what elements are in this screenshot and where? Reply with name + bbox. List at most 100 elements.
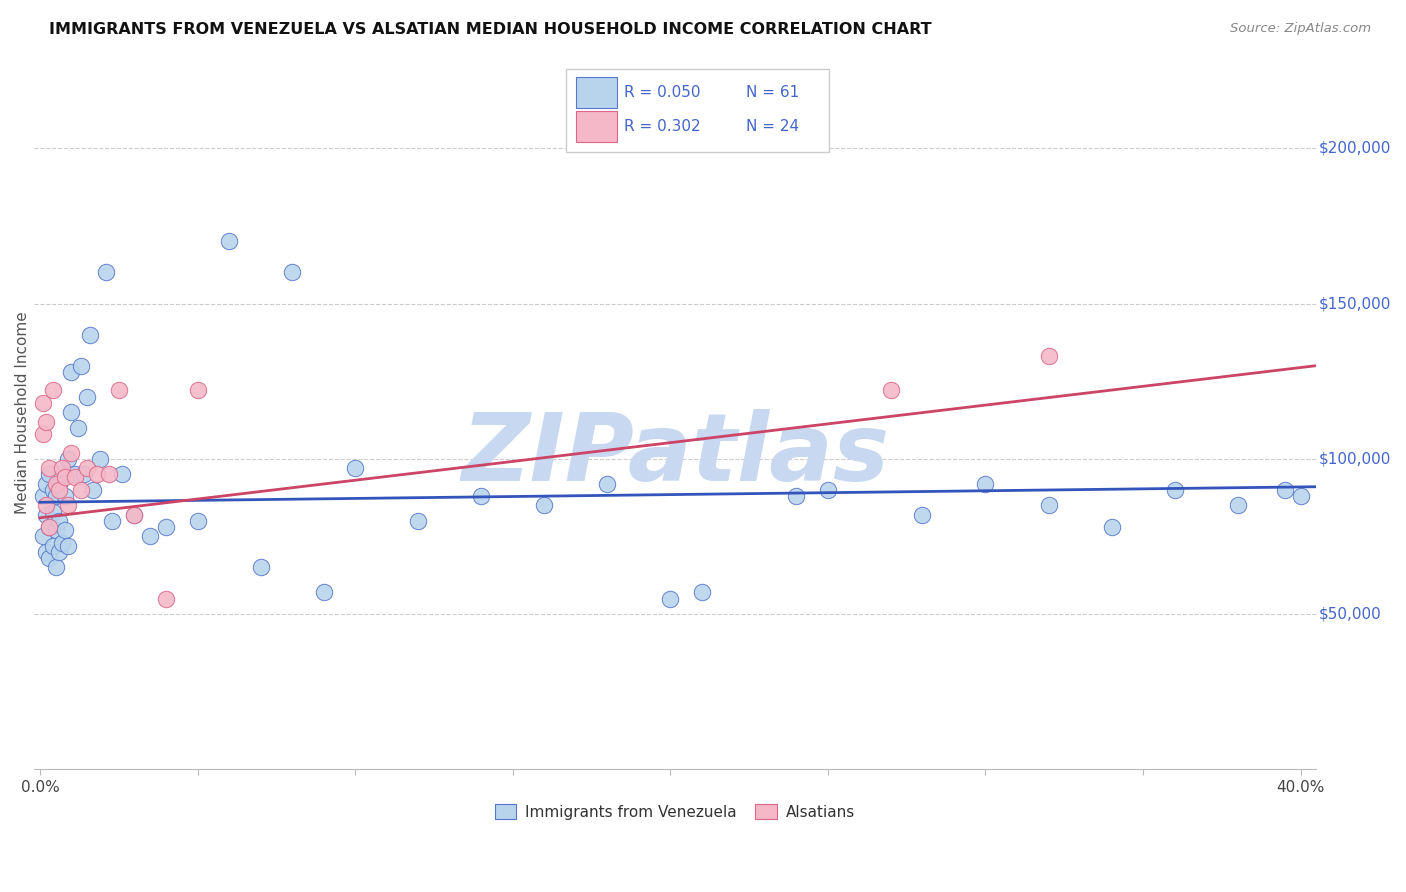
Point: [45, 476, 67, 491]
Point: [48, 476, 70, 491]
Point: [911, 508, 934, 522]
FancyBboxPatch shape: [576, 111, 617, 142]
Point: [1038, 349, 1060, 363]
Point: [1289, 489, 1312, 503]
Point: [785, 489, 807, 503]
Point: [974, 476, 997, 491]
Text: R = 0.302: R = 0.302: [624, 119, 700, 134]
Point: [32, 529, 55, 543]
Point: [32, 489, 55, 503]
Point: [63, 467, 86, 482]
Point: [249, 560, 271, 574]
Point: [32, 396, 55, 410]
Point: [35, 545, 58, 559]
Point: [35, 415, 58, 429]
Point: [38, 551, 60, 566]
Point: [218, 235, 240, 249]
Point: [281, 265, 304, 279]
Point: [139, 529, 162, 543]
Point: [38, 461, 60, 475]
Point: [41, 539, 63, 553]
Point: [94, 265, 117, 279]
Point: [38, 467, 60, 482]
Text: N = 24: N = 24: [745, 119, 799, 134]
Point: [53, 523, 76, 537]
Point: [101, 514, 124, 528]
Point: [35, 476, 58, 491]
Point: [58, 451, 80, 466]
Point: [48, 483, 70, 497]
Text: R = 0.050: R = 0.050: [624, 85, 700, 100]
Point: [58, 499, 80, 513]
Point: [63, 470, 86, 484]
Text: Source: ZipAtlas.com: Source: ZipAtlas.com: [1230, 22, 1371, 36]
Point: [51, 467, 73, 482]
Point: [880, 384, 903, 398]
Point: [58, 539, 80, 553]
Point: [155, 520, 177, 534]
Point: [79, 327, 101, 342]
Point: [86, 467, 108, 482]
FancyBboxPatch shape: [576, 77, 617, 108]
Point: [45, 523, 67, 537]
Point: [73, 467, 96, 482]
Point: [155, 591, 177, 606]
Point: [82, 483, 104, 497]
Point: [70, 359, 93, 373]
Point: [60, 445, 83, 459]
Text: $50,000: $50,000: [1319, 607, 1382, 622]
Text: IMMIGRANTS FROM VENEZUELA VS ALSATIAN MEDIAN HOUSEHOLD INCOME CORRELATION CHART: IMMIGRANTS FROM VENEZUELA VS ALSATIAN ME…: [49, 22, 932, 37]
Point: [186, 514, 208, 528]
Point: [1101, 520, 1123, 534]
Point: [35, 499, 58, 513]
Point: [817, 483, 839, 497]
Point: [60, 365, 83, 379]
Point: [312, 585, 335, 599]
Point: [107, 384, 129, 398]
Point: [70, 483, 93, 497]
Point: [533, 499, 555, 513]
Point: [89, 451, 111, 466]
Point: [60, 405, 83, 419]
Point: [690, 585, 713, 599]
Point: [35, 508, 58, 522]
Point: [48, 545, 70, 559]
Point: [76, 390, 98, 404]
Point: [51, 535, 73, 549]
Point: [470, 489, 492, 503]
Point: [41, 384, 63, 398]
Point: [38, 520, 60, 534]
Point: [66, 421, 89, 435]
FancyBboxPatch shape: [567, 70, 830, 152]
Text: ZIPatlas: ZIPatlas: [461, 409, 889, 501]
Point: [124, 508, 146, 522]
Text: $100,000: $100,000: [1319, 451, 1392, 467]
Point: [76, 461, 98, 475]
Legend: Immigrants from Venezuela, Alsatians: Immigrants from Venezuela, Alsatians: [489, 798, 862, 826]
Point: [53, 489, 76, 503]
Point: [186, 384, 208, 398]
Point: [406, 514, 429, 528]
Point: [51, 461, 73, 475]
Point: [98, 467, 121, 482]
Point: [596, 476, 619, 491]
Text: $150,000: $150,000: [1319, 296, 1392, 311]
Point: [41, 505, 63, 519]
Text: N = 61: N = 61: [745, 85, 799, 100]
Point: [41, 483, 63, 497]
Point: [344, 461, 367, 475]
Point: [111, 467, 134, 482]
Point: [45, 489, 67, 503]
Text: $200,000: $200,000: [1319, 141, 1392, 156]
Y-axis label: Median Household Income: Median Household Income: [15, 310, 30, 514]
Point: [32, 426, 55, 441]
Point: [659, 591, 682, 606]
Point: [1038, 499, 1060, 513]
Point: [1226, 499, 1249, 513]
Point: [53, 470, 76, 484]
Point: [1163, 483, 1185, 497]
Point: [1274, 483, 1296, 497]
Point: [38, 520, 60, 534]
Point: [45, 560, 67, 574]
Point: [124, 508, 146, 522]
